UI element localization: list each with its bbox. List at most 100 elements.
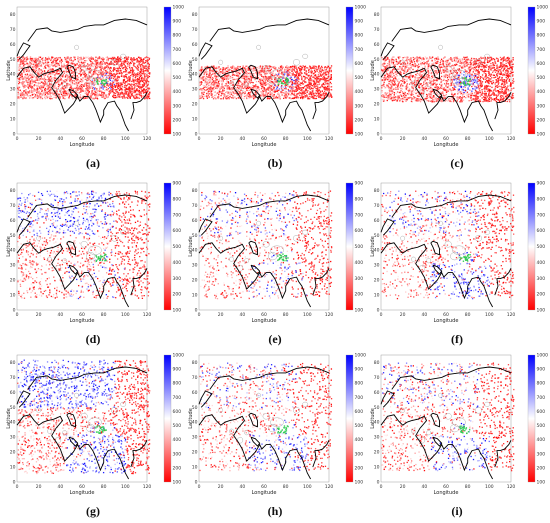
data-point	[30, 86, 33, 89]
data-point	[225, 98, 227, 100]
data-point	[35, 58, 37, 61]
data-point	[305, 88, 308, 90]
data-point	[117, 58, 120, 60]
data-point	[138, 63, 140, 65]
data-point	[279, 80, 282, 82]
data-point	[270, 77, 272, 80]
data-point	[147, 84, 149, 86]
data-point	[257, 91, 259, 93]
data-point	[252, 94, 254, 96]
data-point	[220, 77, 222, 79]
data-point	[23, 69, 26, 71]
data-point	[148, 68, 150, 70]
data-point	[296, 69, 298, 71]
data-point	[400, 70, 402, 72]
data-point	[321, 85, 324, 88]
data-point	[111, 83, 113, 85]
data-point	[204, 81, 207, 83]
data-point	[62, 65, 64, 67]
data-point	[254, 69, 257, 71]
data-point	[98, 71, 100, 74]
data-point	[238, 75, 240, 77]
data-point	[119, 86, 121, 88]
data-point	[145, 60, 147, 62]
data-point	[77, 59, 79, 62]
data-point	[285, 94, 287, 96]
data-point	[330, 93, 332, 95]
data-point	[328, 75, 330, 77]
data-point	[59, 57, 61, 60]
data-point	[325, 92, 327, 94]
data-point	[227, 82, 230, 84]
data-point	[457, 69, 460, 72]
data-point	[30, 75, 33, 78]
data-point	[279, 82, 281, 84]
data-point	[205, 71, 207, 73]
data-point	[104, 63, 107, 65]
data-point	[218, 95, 220, 97]
data-point	[262, 95, 264, 97]
data-point	[253, 89, 255, 91]
data-point	[109, 62, 111, 65]
data-point	[310, 93, 313, 95]
data-point	[26, 74, 28, 76]
data-point	[40, 84, 42, 87]
data-point	[384, 60, 386, 62]
data-point	[123, 86, 126, 88]
data-point	[301, 72, 303, 75]
data-point	[227, 65, 229, 67]
data-point	[128, 88, 130, 90]
data-point	[245, 76, 248, 78]
data-point	[71, 91, 73, 93]
data-point	[303, 69, 306, 71]
data-point	[272, 83, 274, 85]
coastline	[16, 42, 31, 60]
data-point	[107, 83, 109, 85]
data-point	[82, 95, 84, 98]
data-point	[87, 89, 89, 92]
data-point	[46, 79, 48, 81]
data-point	[142, 59, 144, 61]
data-point	[41, 85, 43, 87]
data-point	[208, 74, 210, 77]
data-point	[89, 94, 92, 96]
data-point	[316, 78, 318, 80]
data-point	[200, 92, 203, 94]
chart-panel: 0 20 40 60 80 100 120 0 10 20 30 40 50 60 70 80 Longitud…	[188, 4, 366, 174]
data-point	[137, 74, 139, 76]
data-point	[318, 80, 321, 82]
data-point	[239, 92, 241, 94]
data-point	[42, 85, 44, 87]
data-point	[84, 57, 86, 59]
x-tick-label: 40	[57, 136, 63, 142]
data-point	[144, 57, 146, 59]
data-point	[110, 73, 113, 75]
data-point	[101, 80, 103, 82]
data-point	[100, 90, 102, 92]
data-point	[128, 64, 131, 66]
data-point	[215, 75, 217, 77]
data-point	[199, 95, 201, 97]
data-point	[41, 90, 43, 92]
data-point	[96, 92, 98, 95]
data-point	[222, 78, 224, 80]
data-point	[24, 86, 26, 88]
data-point	[138, 76, 141, 79]
data-point	[122, 60, 125, 63]
data-point	[146, 79, 148, 81]
data-point	[210, 84, 212, 86]
data-point	[20, 58, 22, 61]
data-point	[80, 70, 82, 72]
data-point	[235, 97, 238, 100]
data-point	[264, 90, 267, 92]
data-point	[270, 95, 272, 97]
coastline	[27, 18, 148, 42]
data-point	[266, 93, 269, 95]
data-point	[138, 85, 140, 88]
data-point	[118, 67, 120, 69]
data-point	[323, 84, 326, 86]
data-point	[66, 87, 68, 89]
data-point	[140, 72, 143, 74]
data-point	[98, 77, 101, 79]
y-tick-label: 20	[192, 102, 198, 108]
